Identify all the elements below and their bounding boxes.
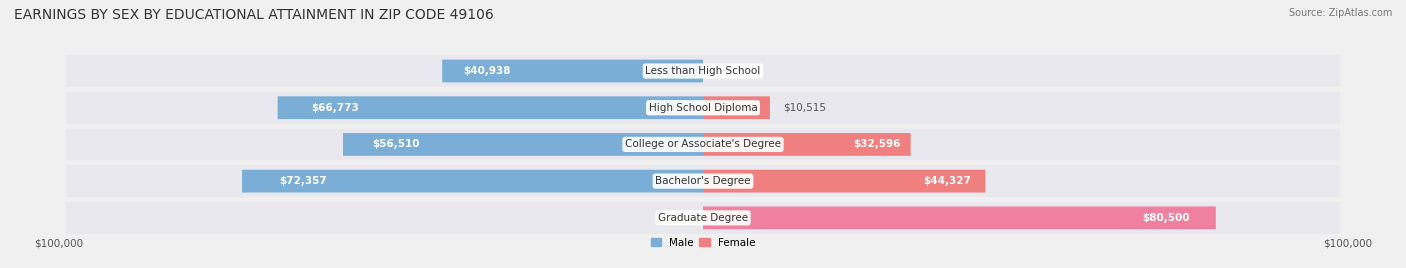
FancyBboxPatch shape [703,96,770,119]
FancyBboxPatch shape [242,170,703,192]
Text: $0: $0 [671,213,683,223]
Text: $72,357: $72,357 [278,176,326,186]
Text: $0: $0 [723,66,735,76]
Text: High School Diploma: High School Diploma [648,103,758,113]
FancyBboxPatch shape [703,133,911,156]
Text: Source: ZipAtlas.com: Source: ZipAtlas.com [1288,8,1392,18]
FancyBboxPatch shape [66,55,1340,87]
Text: $100,000: $100,000 [34,238,83,248]
FancyBboxPatch shape [66,129,1340,160]
Text: $40,938: $40,938 [463,66,510,76]
FancyBboxPatch shape [66,92,1340,124]
Text: College or Associate's Degree: College or Associate's Degree [626,139,780,150]
Text: $44,327: $44,327 [924,176,972,186]
Text: Graduate Degree: Graduate Degree [658,213,748,223]
Legend: Male, Female: Male, Female [647,234,759,252]
FancyBboxPatch shape [277,96,703,119]
FancyBboxPatch shape [343,133,703,156]
Text: $80,500: $80,500 [1143,213,1189,223]
FancyBboxPatch shape [66,165,1340,197]
Text: $32,596: $32,596 [853,139,900,150]
Text: Less than High School: Less than High School [645,66,761,76]
FancyBboxPatch shape [66,202,1340,234]
Text: $66,773: $66,773 [312,103,360,113]
FancyBboxPatch shape [443,60,703,82]
FancyBboxPatch shape [703,170,986,192]
Text: Bachelor's Degree: Bachelor's Degree [655,176,751,186]
Text: $56,510: $56,510 [371,139,419,150]
Text: $10,515: $10,515 [783,103,825,113]
FancyBboxPatch shape [703,206,1216,229]
Text: EARNINGS BY SEX BY EDUCATIONAL ATTAINMENT IN ZIP CODE 49106: EARNINGS BY SEX BY EDUCATIONAL ATTAINMEN… [14,8,494,22]
Text: $100,000: $100,000 [1323,238,1372,248]
